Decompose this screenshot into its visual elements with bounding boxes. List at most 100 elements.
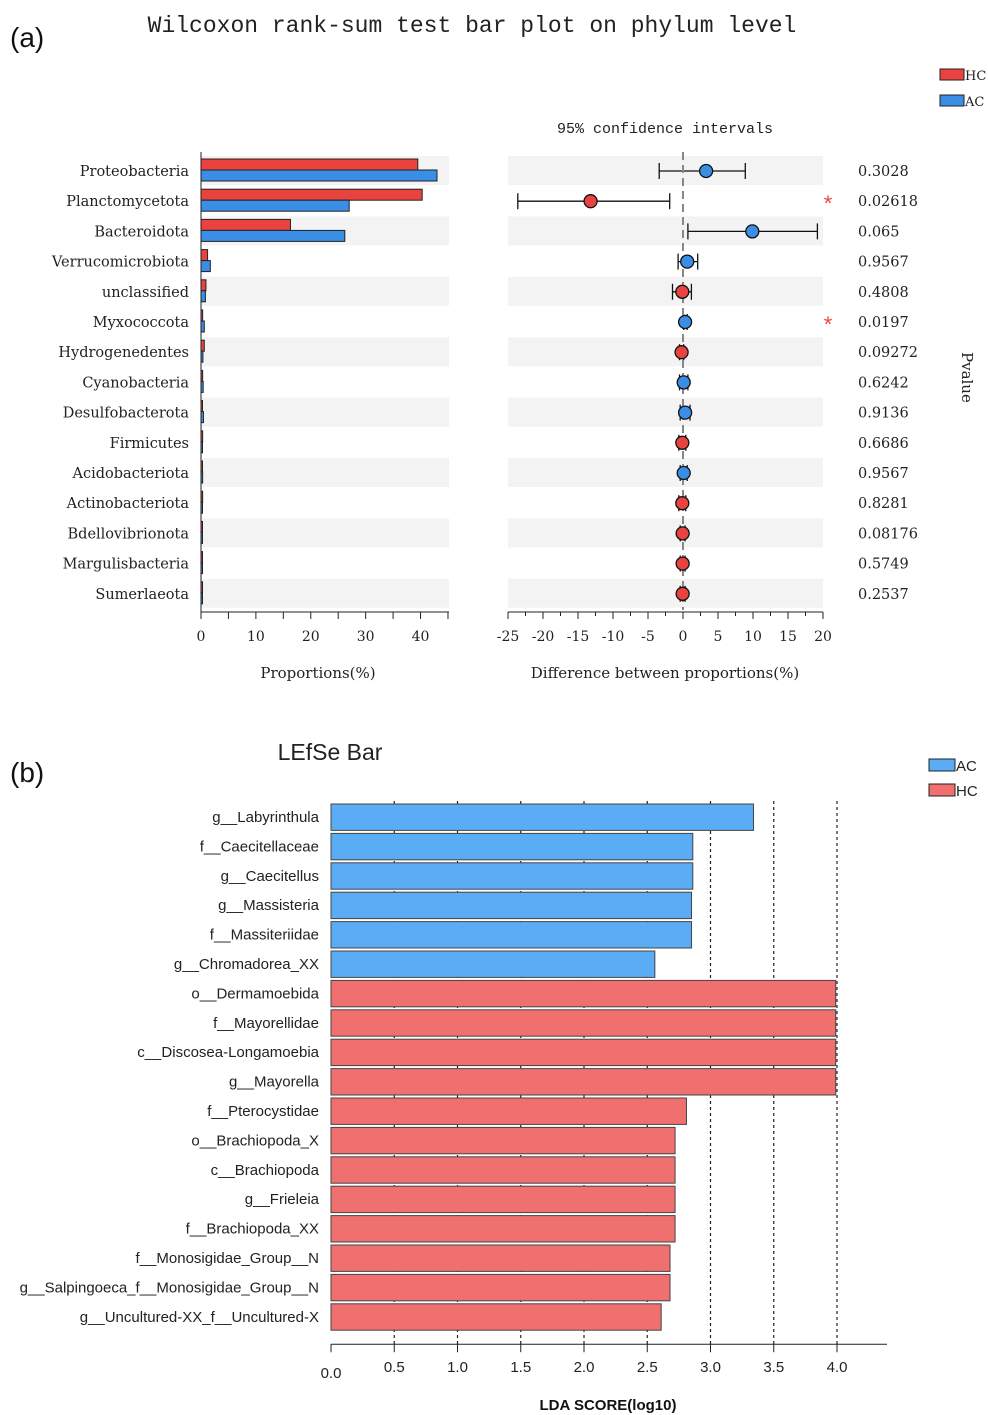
ci-point-verrucomicrobiota [680,254,695,269]
bar-hc-bacteroidota [200,218,291,231]
bar-stripe-hydrogenedentes [201,337,449,367]
phylum-label: Acidobacteriota [72,466,190,482]
difference-tick-label: -5 [641,629,655,645]
proportion-tick-label: 40 [412,629,430,645]
phylum-label: Planctomycetota [66,194,189,210]
ci-point-cyanobacteria [676,375,691,390]
lda-bar-c-brachiopoda [330,1156,676,1184]
lda-bar-f-pterocystidae [330,1097,687,1125]
taxon-label: f__Massiteriidae [210,927,319,944]
taxon-label: g__Salpingoeca_f__Monosigidae_Group__N [20,1279,319,1296]
difference-tick-label: 0 [679,629,688,645]
phylum-label: unclassified [102,285,189,301]
bar-stripe-unclassified [201,276,449,306]
pvalue: 0.3028 [858,164,909,180]
lda-bars [330,803,837,1331]
taxon-label: g__Mayorella [229,1074,320,1091]
taxon-label: c__Discosea-Longamoebia [137,1044,319,1061]
pvalue: 0.6242 [858,375,909,391]
lda-bar-g-frieleia [330,1185,676,1214]
taxon-label: g__Caecitellus [221,868,319,885]
pvalue: 0.0197 [858,315,909,331]
lda-tick-label: 0.5 [384,1359,405,1376]
taxon-label: f__Caecitellaceae [200,838,319,855]
bar-stripe-bdellovibrionota [201,518,449,548]
proportion-tick-label: 30 [357,629,375,645]
taxon-label: f__Mayorellidae [213,1015,319,1032]
phylum-label: Margulisbacteria [63,557,190,573]
ci-point-firmicutes [675,435,690,450]
phylum-label: Bacteroidota [94,224,189,240]
pvalue-axis-label: Pvalue [958,352,976,403]
difference-tick-label: 20 [814,629,832,645]
panel-a-title: Wilcoxon rank-sum test bar plot on phylu… [148,13,797,39]
ci-stripe-hydrogenedentes [508,337,823,367]
lda-bar-c-discosea-longamoebia [330,1038,837,1067]
lda-bar-f-massiteriidae [330,921,693,949]
lda-tick-label: 3.0 [700,1359,721,1376]
taxon-label: g__Uncultured-XX_f__Uncultured-X [80,1309,319,1326]
pvalue: 0.9136 [858,406,909,422]
ci-point-bacteroidota [745,224,760,239]
phylum-label: Myxococcota [93,315,190,331]
phylum-label: Sumerlaeota [95,587,189,603]
bar-ac-verrucomicrobiota [200,260,211,273]
phylum-label: Bdellovibrionota [68,526,190,542]
legend-swatch-lefse-ac [928,758,956,772]
pvalue: 0.2537 [858,587,909,603]
lda-tick-label: 0.0 [321,1365,342,1382]
difference-tick-label: 5 [714,629,723,645]
lda-tick-label: 1.5 [510,1359,531,1376]
panel-b-label: (b) [10,757,44,788]
lda-bar-f-brachiopoda-xx [330,1215,676,1243]
ci-stripe-desulfobacterota [508,397,823,427]
ci-point-myxococcota [677,314,693,330]
phylum-label: Firmicutes [110,436,189,452]
bar-stripe-acidobacteriota [201,458,449,487]
taxon-label: f__Monosigidae_Group__N [136,1250,319,1267]
lda-tick-label: 3.5 [763,1359,784,1376]
proportion-tick-label: 20 [302,629,320,645]
ci-point-unclassified [675,284,690,299]
panel-b-axes: 0.0 0.5 1.0 1.5 2.0 2.5 3.0 3.5 4.0 [321,1343,887,1382]
legend-swatch-ac [939,94,965,107]
ci-stripe-bdellovibrionota [508,518,823,548]
ci-point-proteobacteria [698,163,714,179]
row-stripes [201,156,823,608]
ci-point-margulisbacteria [675,556,690,571]
significance-star: * [824,312,833,337]
lda-bar-o-brachiopoda-x [330,1126,676,1155]
panel-a-label: (a) [10,22,44,53]
bar-ac-proteobacteria [200,169,438,182]
phylum-label: Actinobacteriota [66,496,190,512]
legend-label-lefse-hc: HC [956,783,978,800]
taxon-label: f__Brachiopoda_XX [186,1221,319,1238]
bar-ac-bacteroidota [200,229,346,242]
difference-axis-label: Difference between proportions(%) [531,664,799,682]
proportion-tick-label: 10 [247,629,265,645]
taxon-label: g__Massisteria [218,897,320,914]
legend-swatch-lefse-hc [928,783,956,797]
lda-tick-label: 4.0 [827,1359,848,1376]
ci-point-hydrogenedentes [674,345,689,360]
ci-point-sumerlaeota [675,586,690,601]
proportions-axis-label: Proportions(%) [260,664,375,682]
taxon-labels: g__Labyrinthula f__Caecitellaceae g__Caeci… [20,809,320,1326]
bar-stripe-sumerlaeota [201,578,449,608]
difference-tick-label: -15 [567,629,590,645]
phylum-label: Desulfobacterota [63,406,190,422]
pvalue: 0.6686 [858,436,909,452]
phylum-label: Cyanobacteria [82,375,189,391]
taxon-label: o__Brachiopoda_X [191,1132,319,1149]
lda-bar-g-labyrinthula [330,803,755,831]
taxon-label: g__Frieleia [245,1191,320,1208]
ci-point-planctomycetota [583,194,598,209]
pvalue-column: 0.3028 0.02618 * 0.065 0.9567 0.4808 0.0197 * 0.… [824,164,918,603]
ci-point-desulfobacterota [677,405,693,420]
phylum-label: Verrucomicrobiota [51,255,189,271]
panel-b-title: LEfSe Bar [278,739,383,765]
bar-hc-planctomycetota [200,188,423,201]
ci-stripe-acidobacteriota [508,458,823,487]
bar-stripe-desulfobacterota [201,397,449,427]
